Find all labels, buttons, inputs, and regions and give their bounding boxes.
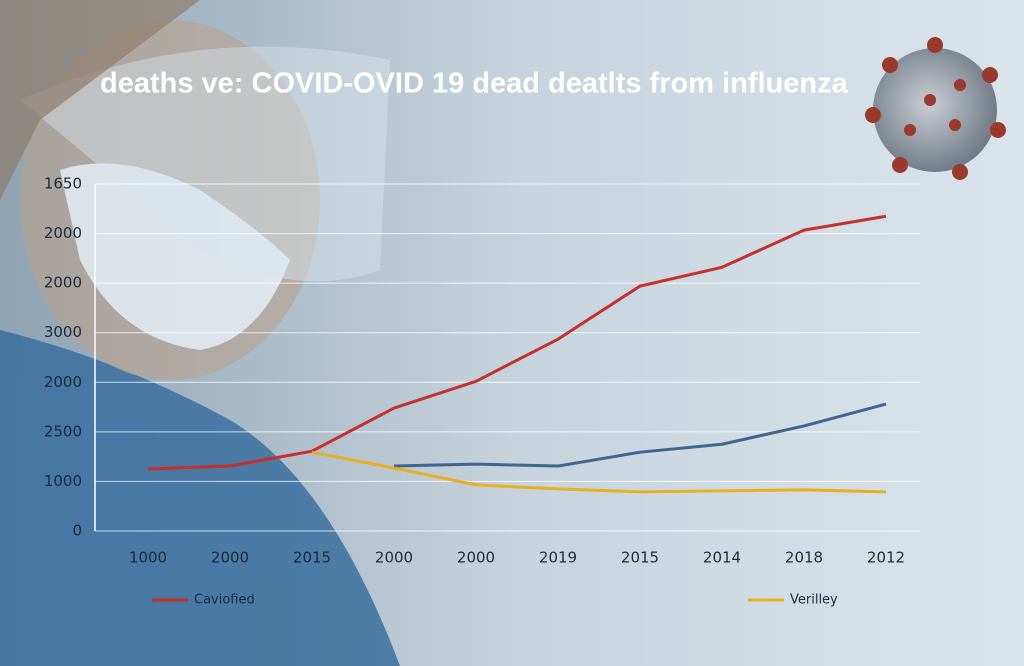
- x-tick-label: 2000: [211, 549, 249, 567]
- data-line: [311, 450, 887, 494]
- virus-image: [865, 37, 1006, 180]
- x-tick-label: 2019: [539, 549, 577, 567]
- y-tick-label: 1000: [44, 472, 82, 490]
- x-tick-label: 2018: [785, 549, 823, 567]
- y-tick-label: 2000: [44, 224, 82, 242]
- x-tick-label: 2000: [375, 549, 413, 567]
- y-tick-label: 1650: [44, 175, 82, 193]
- x-tick-label: 2015: [293, 549, 331, 567]
- x-tick-label: 1000: [129, 549, 167, 567]
- data-line: [393, 402, 887, 468]
- x-tick-label: 2015: [621, 549, 659, 567]
- x-tick-label: 2000: [457, 549, 495, 567]
- chart-title: deaths ve: COVID-OVID 19 dead deatlts fr…: [100, 68, 849, 100]
- x-tick-label: 2014: [703, 549, 741, 567]
- y-tick-label: 2000: [44, 373, 82, 391]
- data-line: [147, 214, 887, 471]
- y-tick-label: 2500: [44, 422, 82, 440]
- y-tick-label: 3000: [44, 323, 82, 341]
- y-tick-label: 0: [72, 522, 82, 540]
- legend-label: Caviofied: [194, 593, 255, 608]
- y-tick-label: 2000: [44, 274, 82, 292]
- x-tick-label: 2012: [867, 549, 905, 567]
- legend-label: Verilley: [790, 593, 838, 608]
